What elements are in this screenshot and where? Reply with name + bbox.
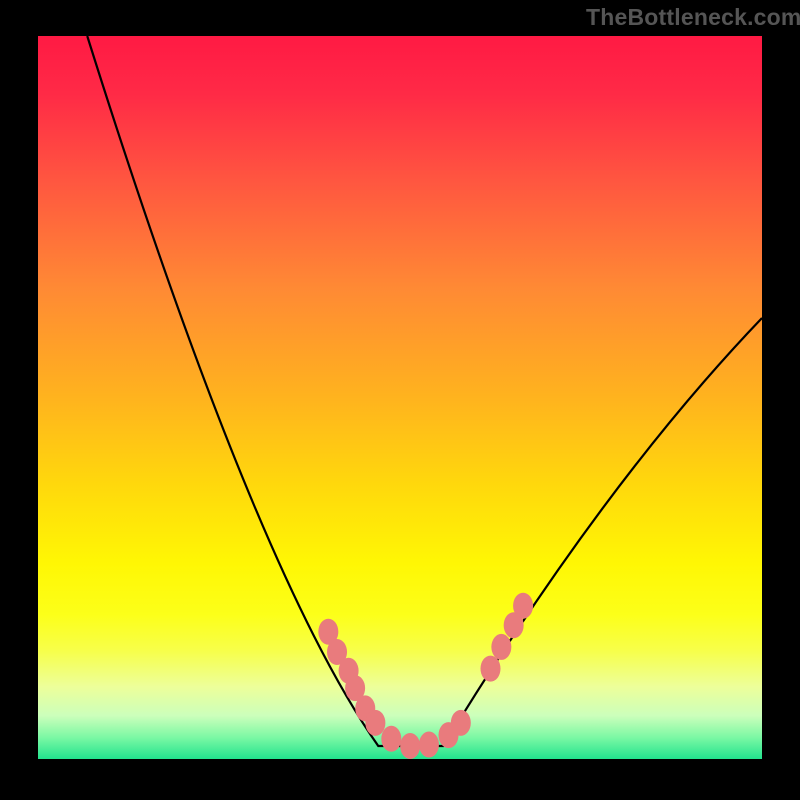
watermark-text: TheBottleneck.com <box>586 4 800 31</box>
curve-marker <box>381 726 401 752</box>
curve-marker <box>400 733 420 759</box>
curve-marker <box>365 710 385 736</box>
curve-marker <box>513 593 533 619</box>
bottleneck-chart: TheBottleneck.com <box>0 0 800 800</box>
curve-marker <box>419 732 439 758</box>
curve-marker <box>491 634 511 660</box>
curve-marker <box>451 710 471 736</box>
gradient-background <box>38 36 762 759</box>
chart-svg <box>0 0 800 800</box>
curve-marker <box>481 656 501 682</box>
